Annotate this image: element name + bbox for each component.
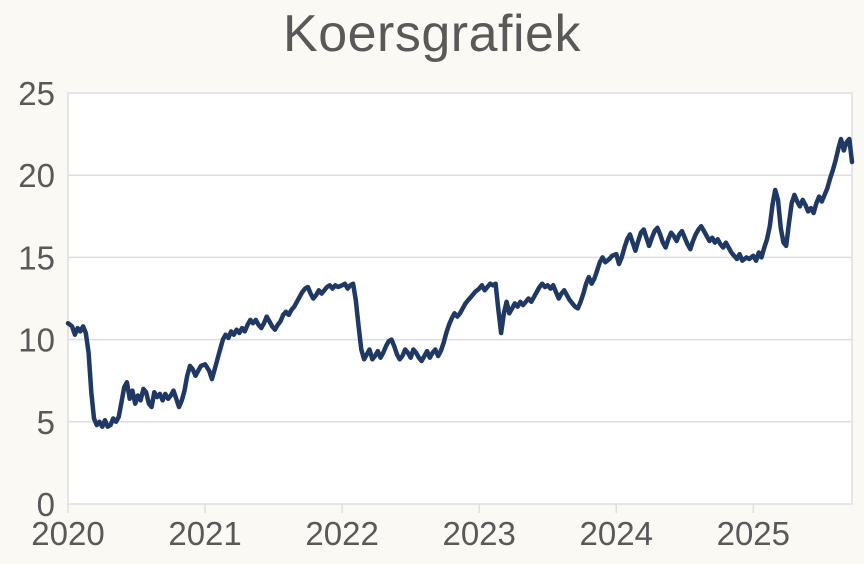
y-axis-label: 15 — [18, 239, 55, 276]
y-axis-label: 20 — [18, 157, 55, 194]
x-axis-label: 2021 — [168, 515, 241, 552]
x-axis-label: 2025 — [717, 515, 790, 552]
x-axis-label: 2024 — [580, 515, 653, 552]
price-line — [65, 136, 855, 429]
y-axis-label: 25 — [18, 75, 55, 112]
x-axis-label: 2020 — [31, 515, 104, 552]
y-axis-label: 0 — [37, 486, 55, 523]
plot-area — [68, 93, 852, 504]
x-axis-label: 2023 — [442, 515, 515, 552]
chart-title: Koersgrafiek — [283, 5, 581, 63]
plot-border — [67, 92, 853, 505]
x-axis-label: 2022 — [305, 515, 378, 552]
y-axis-label: 5 — [37, 404, 55, 441]
y-axis-label: 10 — [18, 322, 55, 359]
